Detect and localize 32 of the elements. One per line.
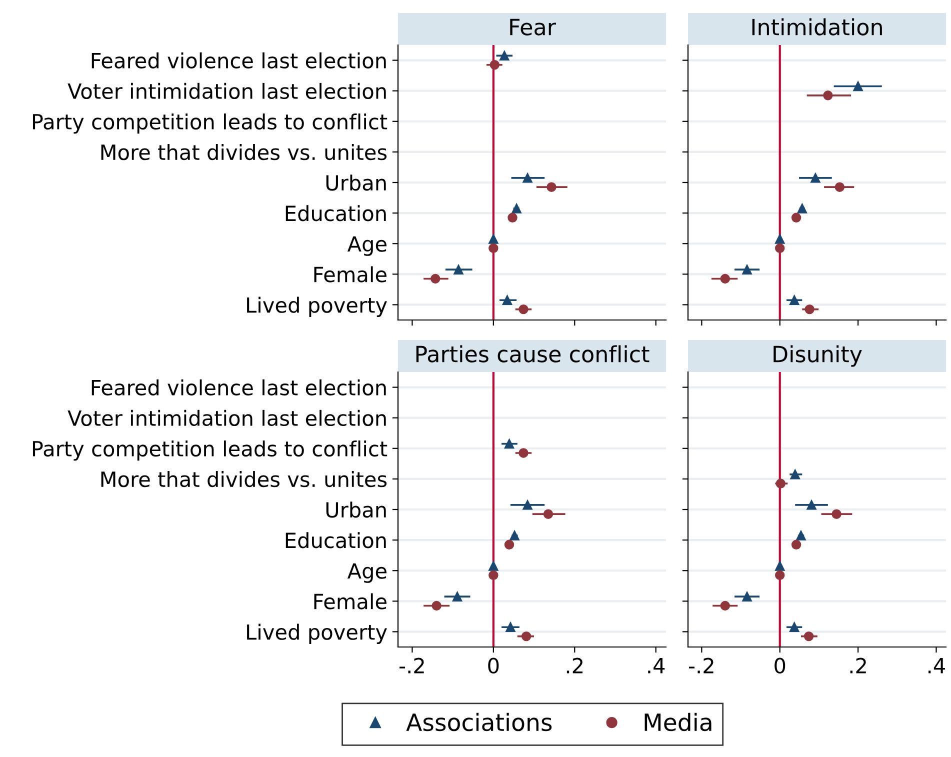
legend-label: Media (644, 712, 712, 732)
x-tick-label: .2 (566, 658, 582, 674)
legend-label: Associations (406, 712, 552, 732)
chart-title: Parties cause conflict (416, 345, 650, 362)
x-tick-label: -.2 (400, 658, 424, 674)
y-tick-label: More that divides vs. unites (101, 144, 387, 160)
chart-title: Disunity (774, 345, 862, 367)
y-tick-label: Education (286, 532, 386, 548)
y-tick-label: Party competition leads to conflict (32, 113, 388, 134)
y-tick-label: Female (314, 593, 386, 610)
y-tick-label: Urban (326, 502, 386, 518)
y-tick-label: Lived poverty (247, 296, 387, 317)
y-tick-label: Age (347, 563, 386, 583)
y-tick-label: Female (314, 266, 386, 282)
y-tick-label: Voter intimidation last election (68, 410, 386, 426)
x-tick-label: .2 (850, 658, 866, 674)
x-tick-label: 0 (488, 658, 499, 674)
chart-title: Fear (510, 18, 556, 36)
x-tick-label: .4 (648, 658, 665, 674)
y-tick-label: Lived poverty (247, 624, 387, 644)
y-tick-label: Urban (326, 174, 386, 191)
x-tick-label: 0 (774, 658, 786, 674)
y-tick-label: Education (286, 205, 386, 222)
y-tick-label: Age (347, 236, 386, 256)
y-tick-label: Feared violence last election (92, 379, 386, 396)
y-tick-label: Party competition leads to conflict (32, 440, 388, 461)
y-tick-label: Voter intimidation last election (68, 82, 386, 100)
chart-title: Intimidation (752, 18, 882, 36)
y-tick-label: More that divides vs. unites (101, 471, 387, 488)
x-tick-label: .4 (928, 658, 945, 674)
y-tick-label: Feared violence last election (92, 52, 386, 68)
x-tick-label: -.2 (689, 658, 714, 674)
